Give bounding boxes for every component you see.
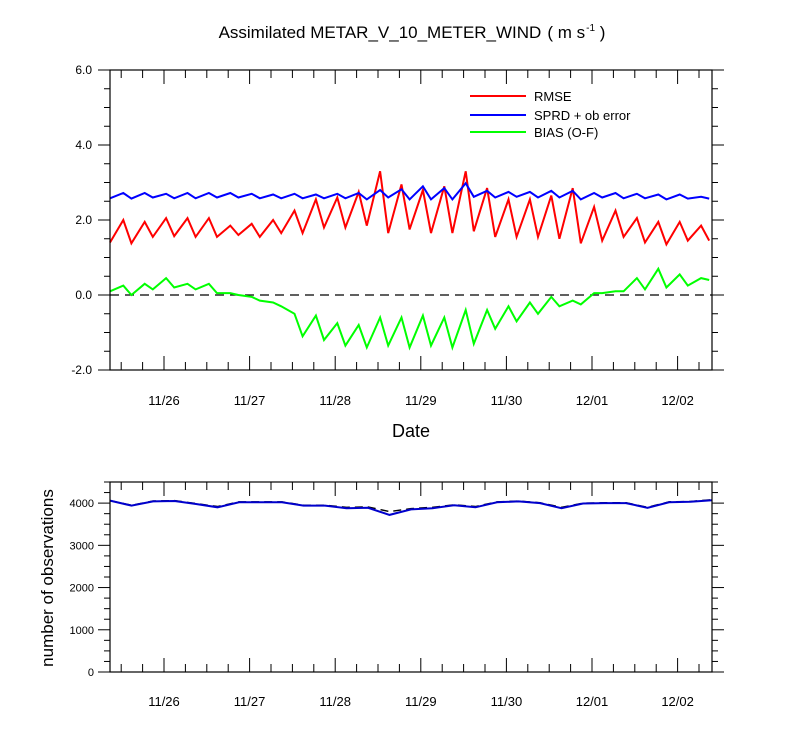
top-x-tick-label: 11/28 <box>319 393 351 408</box>
obs-used-line <box>109 499 713 516</box>
legend-label-bias: BIAS (O-F) <box>534 125 598 140</box>
series-line-sprd <box>109 181 710 202</box>
bottom-x-tick-label: 11/27 <box>234 694 266 709</box>
bottom-x-tick-label: 11/28 <box>319 694 351 709</box>
bottom-x-tick-label: 11/30 <box>491 694 523 709</box>
top-axis-ticks <box>98 69 724 371</box>
top-x-tick-label: 12/02 <box>661 393 694 408</box>
chart-title: Assimilated METAR_V_10_METER_WIND ( m s-1… <box>219 23 606 42</box>
chart-title-close: ) <box>595 23 605 42</box>
chart-title-exponent: -1 <box>586 23 595 34</box>
legend: RMSE SPRD + ob error BIAS (O-F) <box>470 89 631 140</box>
top-y-tick-label: 4.0 <box>75 138 92 152</box>
bottom-x-tick-label: 12/01 <box>576 694 609 709</box>
top-x-tick-label: 11/29 <box>405 393 437 408</box>
bottom-y-tick-label: 1000 <box>70 625 94 637</box>
series-line-rmse <box>109 171 711 247</box>
bottom-y-axis-title: number of observations <box>38 489 57 667</box>
top-x-tick-label: 11/26 <box>148 393 180 408</box>
top-panel: 11/26 11/27 11/28 11/29 11/30 12/01 12/02 -2.0 0… <box>71 63 724 408</box>
bottom-y-tick-label: 2000 <box>70 583 94 595</box>
top-axis-labels: 11/26 11/27 11/28 11/29 11/30 12/01 12/02 -2.0 0… <box>71 63 694 408</box>
bottom-y-tick-label: 3000 <box>70 540 94 552</box>
legend-label-rmse: RMSE <box>534 89 572 104</box>
top-y-tick-label: 0.0 <box>75 288 92 302</box>
top-y-tick-label: 2.0 <box>75 213 92 227</box>
bottom-axis-frame <box>109 481 713 673</box>
bottom-y-tick-label: 4000 <box>70 498 94 510</box>
bottom-x-tick-label: 11/26 <box>148 694 180 709</box>
bottom-x-tick-label: 12/02 <box>661 694 694 709</box>
bottom-panel: 11/26 11/27 11/28 11/29 11/30 12/01 12/02 0 1000… <box>70 481 724 709</box>
top-axis-frame <box>109 69 713 371</box>
bottom-plot-area <box>109 499 713 516</box>
chart-title-main: Assimilated METAR_V_10_METER_WIND <box>219 23 542 42</box>
top-plot-area <box>109 171 712 351</box>
bottom-x-tick-label: 11/29 <box>405 694 437 709</box>
legend-label-sprd: SPRD + ob error <box>534 108 631 123</box>
series-line-bias <box>109 266 710 351</box>
bottom-y-tick-label: 0 <box>88 667 94 679</box>
top-y-tick-label: 6.0 <box>75 63 92 77</box>
top-y-tick-label: -2.0 <box>71 363 92 377</box>
top-x-axis-title: Date <box>392 421 430 441</box>
top-x-tick-label: 11/30 <box>491 393 523 408</box>
chart-title-units: ( m s <box>547 23 585 42</box>
bottom-axis-ticks <box>98 481 724 673</box>
top-x-tick-label: 12/01 <box>576 393 609 408</box>
bottom-axis-labels: 11/26 11/27 11/28 11/29 11/30 12/01 12/02 0 1000… <box>70 498 694 709</box>
top-x-tick-label: 11/27 <box>234 393 266 408</box>
